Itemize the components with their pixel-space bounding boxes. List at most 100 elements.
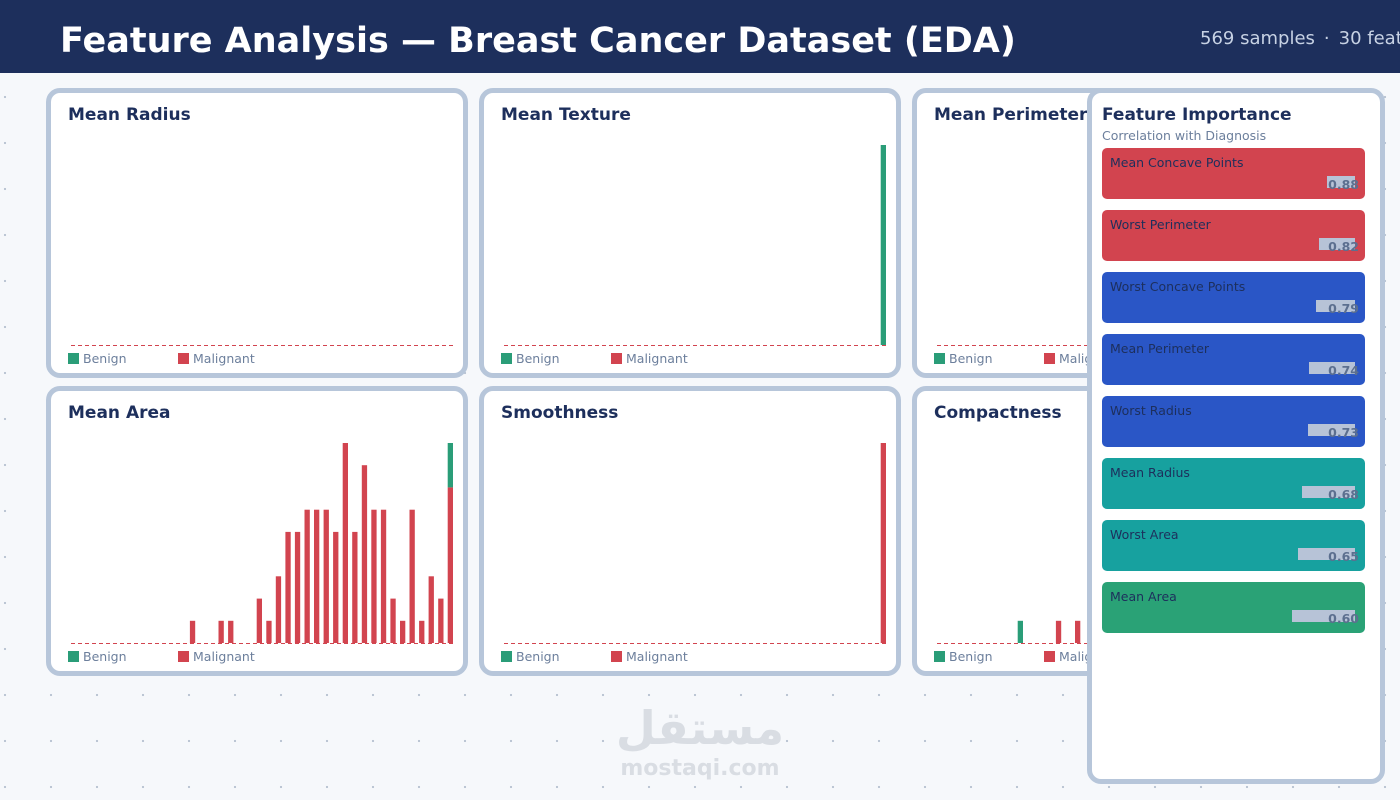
legend-benign: Benign	[934, 351, 993, 366]
histogram-card-4: Mean Area Benign Malignant	[46, 386, 468, 676]
legend-benign-label: Benign	[516, 649, 560, 664]
mostaqi-watermark: مستقل mostaqi.com	[610, 700, 790, 782]
malignant-bar	[266, 620, 272, 643]
malignant-bar	[228, 620, 234, 643]
legend-benign-label: Benign	[516, 351, 560, 366]
meta-separator: ·	[1323, 28, 1330, 49]
legend-benign: Benign	[68, 649, 127, 664]
importance-bar	[1308, 424, 1355, 436]
benign-bar	[447, 443, 453, 488]
importance-bar	[1327, 176, 1355, 188]
malignant-bar	[333, 531, 339, 643]
importance-value: 0.82	[1328, 239, 1359, 254]
importance-item: Mean Area 0.60	[1102, 582, 1365, 633]
importance-item: Worst Perimeter 0.82	[1102, 210, 1365, 261]
malignant-bar	[361, 465, 368, 643]
importance-bar	[1298, 548, 1355, 560]
legend-malignant-label: Malignant	[193, 649, 255, 664]
malignant-bar	[371, 509, 377, 643]
legend-malignant: Malignant	[611, 351, 688, 366]
benign-swatch	[501, 353, 512, 364]
chart-title: Mean Texture	[501, 105, 631, 125]
malignant-swatch	[178, 353, 189, 364]
legend-malignant: Malignant	[178, 351, 255, 366]
legend-malignant-label: Malignant	[626, 649, 688, 664]
legend-benign: Benign	[501, 351, 560, 366]
legend-benign-label: Benign	[949, 649, 993, 664]
histogram-chart	[504, 443, 886, 644]
malignant-bar	[438, 598, 444, 643]
sample-count: 569 samples	[1200, 28, 1315, 49]
malignant-bar	[285, 531, 291, 643]
chart-title: Mean Perimeter	[934, 105, 1088, 125]
importance-value: 0.65	[1328, 549, 1359, 564]
malignant-bar	[314, 509, 320, 643]
watermark-arabic: مستقل	[615, 701, 785, 755]
importance-item: Worst Concave Points 0.79	[1102, 272, 1365, 323]
importance-bar	[1292, 610, 1355, 622]
importance-label: Mean Area	[1110, 589, 1177, 604]
malignant-bar	[256, 598, 262, 643]
benign-swatch	[934, 651, 945, 662]
malignant-bar	[275, 576, 282, 643]
malignant-bar	[390, 598, 396, 643]
page-title: Feature Analysis — Breast Cancer Dataset…	[60, 21, 1016, 61]
importance-item: Worst Radius 0.73	[1102, 396, 1365, 447]
chart-title: Compactness	[934, 403, 1062, 423]
legend-malignant: Malignant	[178, 649, 255, 664]
malignant-bar	[352, 531, 358, 643]
malignant-bar	[380, 509, 387, 643]
malignant-bar	[400, 620, 406, 643]
benign-swatch	[934, 353, 945, 364]
feature-count: 30 features	[1338, 28, 1400, 49]
importance-label: Worst Radius	[1110, 403, 1192, 418]
importance-label: Worst Perimeter	[1110, 217, 1211, 232]
histogram-chart	[504, 145, 886, 346]
watermark-latin: mostaqi.com	[620, 756, 780, 781]
benign-swatch	[68, 353, 79, 364]
legend-benign-label: Benign	[83, 649, 127, 664]
malignant-bar	[323, 509, 329, 643]
legend-benign: Benign	[934, 649, 993, 664]
importance-bar	[1309, 362, 1355, 374]
legend-malignant-label: Malignant	[626, 351, 688, 366]
benign-swatch	[68, 651, 79, 662]
malignant-bar	[447, 487, 453, 643]
malignant-bar	[1075, 620, 1081, 643]
importance-item: Mean Perimeter 0.74	[1102, 334, 1365, 385]
malignant-bar	[1055, 620, 1062, 643]
histogram-card-2: Mean Texture Benign Malignant	[479, 88, 901, 378]
benign-swatch	[501, 651, 512, 662]
malignant-bar	[880, 443, 886, 643]
importance-value: 0.74	[1328, 363, 1359, 378]
importance-item: Worst Area 0.65	[1102, 520, 1365, 571]
malignant-swatch	[178, 651, 189, 662]
malignant-bar	[218, 620, 224, 643]
importance-label: Worst Concave Points	[1110, 279, 1246, 294]
malignant-swatch	[611, 353, 622, 364]
legend-benign-label: Benign	[949, 351, 993, 366]
histogram-card-1: Mean Radius Benign Malignant	[46, 88, 468, 378]
benign-bar	[1017, 620, 1023, 643]
feature-importance-panel: Feature Importance Correlation with Diag…	[1087, 88, 1385, 784]
importance-label: Mean Perimeter	[1110, 341, 1210, 356]
malignant-swatch	[1044, 651, 1055, 662]
chart-title: Mean Radius	[68, 105, 191, 125]
malignant-bar	[189, 620, 196, 643]
malignant-swatch	[611, 651, 622, 662]
histogram-card-5: Smoothness Benign Malignant	[479, 386, 901, 676]
importance-value: 0.73	[1328, 425, 1359, 440]
legend-malignant-label: Malignant	[193, 351, 255, 366]
legend-malignant: Malignant	[611, 649, 688, 664]
legend-benign: Benign	[68, 351, 127, 366]
legend-benign-label: Benign	[83, 351, 127, 366]
malignant-bar	[304, 509, 310, 643]
importance-bar	[1302, 486, 1355, 498]
importance-value: 0.60	[1328, 611, 1359, 626]
importance-label: Mean Concave Points	[1110, 155, 1244, 170]
malignant-bar	[409, 509, 415, 643]
dataset-meta: 569 samples · 30 features	[1200, 27, 1400, 51]
chart-title: Smoothness	[501, 403, 619, 423]
histogram-chart	[71, 443, 453, 644]
importance-value: 0.88	[1328, 177, 1359, 192]
